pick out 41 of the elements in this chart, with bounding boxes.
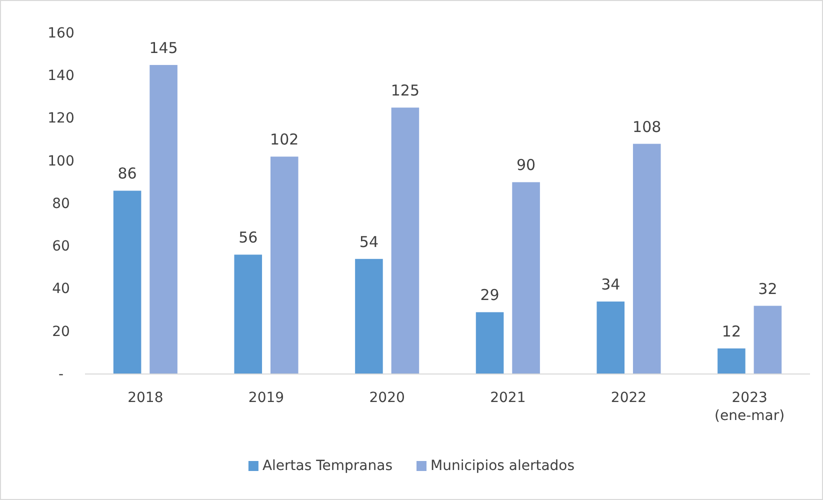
y-tick-label: 140 [48,68,74,84]
data-label: 108 [632,118,662,136]
x-tick-label: 2018 [128,390,164,406]
y-tick-label: 20 [52,324,70,340]
y-tick-label: 80 [52,196,70,212]
bar [476,312,504,374]
data-label: 125 [390,82,420,100]
bar [512,182,540,374]
data-label: 34 [601,276,620,294]
bar [596,302,625,374]
bar [754,306,782,374]
data-label: 102 [270,130,299,149]
y-tick-label: 100 [48,153,74,170]
y-tick-label: 40 [52,281,70,298]
legend-label: Alertas Tempranas [262,458,392,474]
bar [718,348,746,374]
bar [270,156,298,374]
data-label: 54 [359,232,379,251]
legend-label: Municipios alertados [430,458,575,474]
bar [150,64,178,374]
bar [391,108,420,374]
data-label: 86 [118,164,137,183]
x-tick-label: 2020 [369,390,405,406]
bar [632,144,661,374]
y-tick-label: 60 [52,238,70,255]
x-tick-label: 2022 [610,390,647,406]
data-label: 12 [722,322,742,340]
bar [113,190,142,374]
y-tick-label: - [58,366,64,382]
bar [234,254,262,374]
x-tick-label: 2021 [490,390,526,406]
bar [355,258,383,374]
data-label: 145 [149,38,178,57]
x-tick-label: 2019 [248,390,284,406]
data-label: 29 [480,286,500,304]
y-tick-label: 160 [48,25,74,42]
data-label: 32 [758,280,778,298]
x-tick-label: 2023 (ene-mar) [714,390,785,424]
y-tick-label: 120 [48,110,74,127]
data-label: 56 [238,228,258,247]
data-label: 90 [516,156,536,174]
